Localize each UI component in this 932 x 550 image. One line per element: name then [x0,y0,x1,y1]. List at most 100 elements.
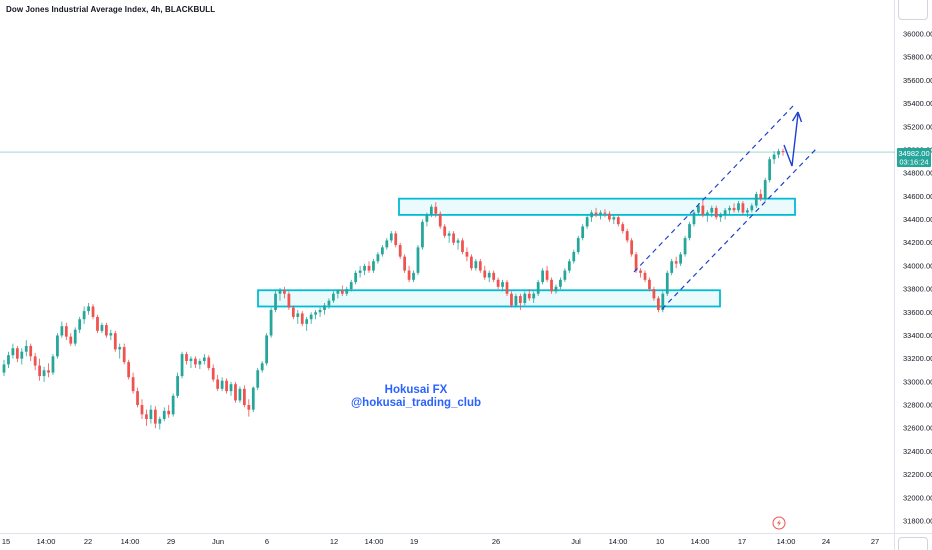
candle-body [189,358,193,361]
candle-body [697,205,700,213]
candle [572,249,576,264]
candle [665,270,669,297]
price-label-countdown: 03:16:24 [899,158,928,167]
candle-body [737,203,740,211]
candle-body [314,312,317,315]
candle-body [572,251,576,262]
candle [550,277,553,294]
candle-body [300,313,304,324]
candle [625,228,629,243]
candle [256,367,260,390]
candle [372,258,375,273]
candle-body [545,270,549,280]
candle-body [407,270,411,280]
candle [692,210,696,227]
candle [15,345,19,363]
candle [220,377,224,392]
candle-body [82,311,86,320]
candle [554,284,558,294]
candle [394,231,398,248]
candle-body [136,391,139,406]
candle [11,343,15,359]
candle-body [429,206,433,215]
candle-body [372,261,375,271]
candle [140,399,144,419]
candle-body [20,351,24,359]
candle-body [701,205,705,215]
y-tick-label: 33600.00 [903,308,932,317]
candle-body [260,363,264,371]
candle-body [354,272,358,283]
candle-body [60,326,64,336]
candle-body [478,261,482,271]
candle-body [51,356,55,373]
candle [474,258,478,271]
candle-body [389,233,393,241]
candle-body [153,409,157,424]
candle [688,221,691,241]
candle [656,296,660,313]
candle [661,291,665,313]
candle [234,381,237,403]
candle [153,406,157,429]
candle-body [452,233,455,243]
candle-body [768,159,772,181]
candle-body [176,376,179,396]
axis-settings-button[interactable] [898,537,928,550]
candle-body [581,226,585,239]
candle [118,343,122,359]
candle-body [251,387,255,410]
x-tick-label: 14:00 [609,537,628,546]
chart-title: Dow Jones Industrial Average Index, 4h, … [6,5,216,14]
candle [229,381,233,396]
candle-body [394,233,398,246]
candle [122,343,126,365]
x-tick-label: Jul [571,537,581,546]
candle [536,279,540,297]
candle [438,211,442,229]
candle [309,312,313,324]
candle-body [336,290,340,294]
candle [113,330,117,352]
candle [305,316,309,331]
candle [652,286,656,301]
y-tick-label: 32800.00 [903,401,932,410]
candle [367,261,371,273]
candle [772,151,776,164]
candle [211,364,215,382]
x-tick-label: 12 [330,537,338,546]
candle [7,351,10,368]
candle [64,322,68,341]
candle-body [318,309,322,313]
x-tick-label: 27 [871,537,879,546]
candle-body [590,212,593,218]
settings-button[interactable] [898,0,928,20]
candle-body [363,265,366,271]
candle [269,307,273,338]
candle-body [24,345,28,352]
candle [523,291,527,306]
candle-body [358,270,362,273]
candle-body [113,333,117,350]
candle [332,291,335,304]
y-tick-label: 33800.00 [903,285,932,294]
candle [225,378,228,394]
candle-body [665,272,669,294]
x-tick-label: 6 [265,537,269,546]
candle-body [656,298,660,310]
y-tick-label: 32400.00 [903,447,932,456]
lightning-icon[interactable] [772,516,786,530]
price-label-value: 34982.00 [898,149,929,158]
candle [42,366,46,382]
candle [723,207,727,220]
candle-body [305,319,309,324]
candle [599,210,602,220]
candle [590,210,593,222]
candle [576,235,580,255]
watermark-line-1: Hokusai FX [385,384,448,396]
y-tick-label: 33400.00 [903,331,932,340]
x-tick-label: 26 [492,537,500,546]
candle-body [47,370,50,373]
candle-body [496,279,500,287]
